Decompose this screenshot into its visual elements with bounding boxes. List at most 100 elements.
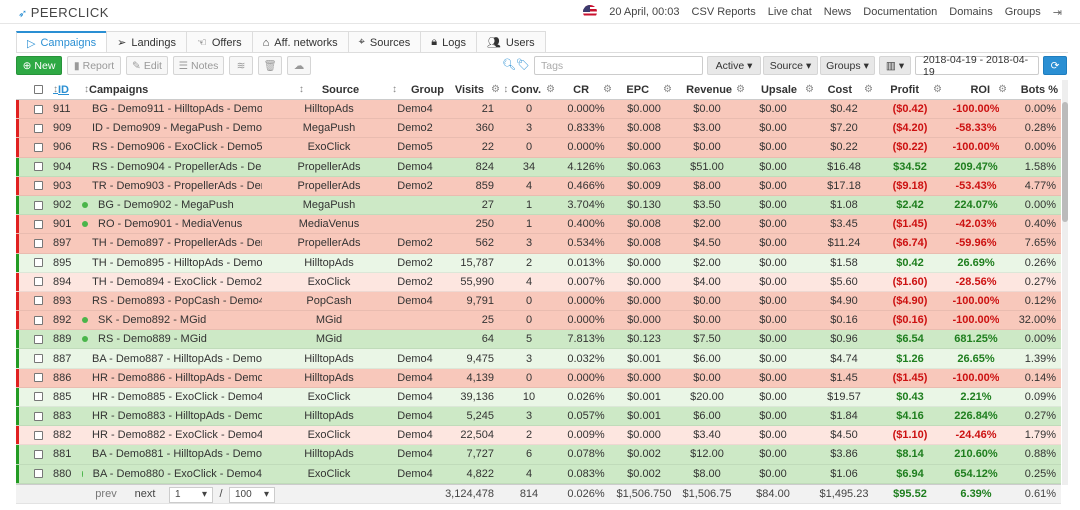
tags-input[interactable]: Tags: [534, 56, 703, 75]
gear-icon[interactable]: ⚙: [736, 84, 745, 95]
date-range-input[interactable]: 2018-04-19 - 2018-04-19: [915, 54, 1039, 78]
delete-button[interactable]: 🗑︎: [258, 56, 282, 75]
campaign-name[interactable]: RS - Demo889 - MGid: [82, 330, 262, 348]
col-group[interactable]: ↕ Group: [392, 83, 444, 96]
campaign-name[interactable]: BA - Demo881 - HilltopAds - Demo4: [92, 448, 262, 461]
gear-icon[interactable]: ⚙: [491, 84, 500, 95]
scrollbar-thumb[interactable]: [1062, 102, 1068, 222]
row-checkbox[interactable]: [32, 330, 44, 348]
col-cost[interactable]: Cost ⚙: [827, 83, 873, 96]
active-filter-dropdown[interactable]: Active ▾: [707, 56, 761, 75]
nav-csv-reports[interactable]: CSV Reports: [691, 6, 756, 18]
campaign-name[interactable]: TH - Demo895 - HilltopAds - Demo2: [92, 256, 262, 269]
nav-groups[interactable]: Groups: [1004, 6, 1041, 18]
new-button[interactable]: ⊕ New: [16, 56, 62, 75]
gear-icon[interactable]: ⚙: [998, 84, 1007, 95]
select-all-checkbox[interactable]: [32, 80, 44, 99]
nav-domains[interactable]: Domains: [949, 6, 993, 18]
col-bots[interactable]: Bots %: [1020, 83, 1058, 96]
tag-icon[interactable]: 🏷︎: [516, 59, 530, 71]
prev-page-link[interactable]: prev: [95, 487, 117, 500]
campaign-name[interactable]: BA - Demo887 - HilltopAds - Demo4: [92, 352, 262, 365]
next-page-link[interactable]: next: [134, 487, 156, 500]
campaign-name[interactable]: HR - Demo886 - HilltopAds - Demo4: [92, 371, 262, 384]
table-row[interactable]: 886 HR - Demo886 - HilltopAds - Demo4 Hill…: [16, 368, 1061, 388]
campaign-name[interactable]: BG - Demo911 - HilltopAds - Demo4: [92, 103, 262, 116]
tab-landings[interactable]: ➢ Landings: [106, 31, 187, 53]
row-checkbox[interactable]: [32, 292, 44, 310]
table-row[interactable]: 901 RO - Demo901 - MediaVenus MediaVenus 25…: [16, 215, 1061, 235]
table-row[interactable]: 880 BA - Demo880 - ExoClick - Demo4 ExoCli…: [16, 464, 1061, 484]
tab-campaigns[interactable]: ▷ Campaigns: [16, 31, 108, 53]
col-upsale[interactable]: Upsale ⚙: [760, 83, 814, 96]
col-epc[interactable]: EPC ⚙: [626, 83, 672, 96]
campaign-name[interactable]: ID - Demo909 - MegaPush - Demo2: [92, 122, 262, 135]
campaign-name[interactable]: BG - Demo902 - MegaPush: [82, 196, 262, 214]
row-checkbox[interactable]: [32, 100, 44, 118]
groups-filter-dropdown[interactable]: Groups ▾: [820, 56, 875, 75]
campaign-name[interactable]: SK - Demo892 - MGid: [82, 311, 262, 329]
nav-documentation[interactable]: Documentation: [863, 6, 938, 18]
col-profit[interactable]: Profit ⚙: [890, 83, 942, 96]
row-checkbox[interactable]: [32, 407, 44, 425]
tab-sources[interactable]: ⌖ Sources: [347, 31, 422, 53]
table-row[interactable]: 883 HR - Demo883 - HilltopAds - Demo4 Hill…: [16, 407, 1061, 427]
nav-news[interactable]: News: [823, 6, 852, 18]
row-checkbox[interactable]: [32, 138, 44, 156]
gear-icon[interactable]: ⚙: [805, 84, 814, 95]
campaign-name[interactable]: BA - Demo880 - ExoClick - Demo4: [82, 467, 262, 480]
table-row[interactable]: 887 BA - Demo887 - HilltopAds - Demo4 Hill…: [16, 349, 1061, 369]
gear-icon[interactable]: ⚙: [546, 84, 555, 95]
gear-icon[interactable]: ⚙: [933, 84, 942, 95]
upload-button[interactable]: ☁: [287, 56, 311, 75]
nav-live-chat[interactable]: Live chat: [767, 6, 812, 18]
col-id[interactable]: ↕ ID: [53, 83, 69, 96]
col-conv[interactable]: ↕ Conv. ⚙: [505, 83, 555, 96]
row-checkbox[interactable]: [32, 215, 44, 233]
logout-icon[interactable]: ⇥: [1052, 6, 1062, 19]
edit-button[interactable]: ✎ Edit: [126, 56, 168, 75]
table-row[interactable]: 903 TR - Demo903 - PropellerAds - Demo2 Pr…: [16, 176, 1061, 196]
table-row[interactable]: 894 TH - Demo894 - ExoClick - Demo2 ExoCli…: [16, 272, 1061, 292]
table-row[interactable]: 909 ID - Demo909 - MegaPush - Demo2 MegaPu…: [16, 119, 1061, 139]
search-icon[interactable]: 🔍︎: [502, 59, 516, 71]
source-filter-dropdown[interactable]: Source ▾: [763, 56, 818, 75]
table-row[interactable]: 911 BG - Demo911 - HilltopAds - Demo4 Hill…: [16, 100, 1061, 120]
gear-icon[interactable]: ⚙: [603, 84, 612, 95]
table-row[interactable]: 897 TH - Demo897 - PropellerAds - Demo2 Pr…: [16, 234, 1061, 254]
row-checkbox[interactable]: [32, 254, 44, 272]
table-scrollbar[interactable]: [1062, 80, 1068, 485]
columns-dropdown[interactable]: ▥ ▾: [879, 56, 911, 75]
page-select[interactable]: 1 ▾: [169, 486, 213, 503]
refresh-button[interactable]: ⟳: [1043, 56, 1067, 75]
col-campaigns[interactable]: ↕ Campaigns: [84, 83, 149, 96]
report-button[interactable]: ▮ Report: [67, 56, 121, 75]
stack-button[interactable]: ≋: [229, 56, 253, 75]
row-checkbox[interactable]: [32, 349, 44, 367]
row-checkbox[interactable]: [32, 273, 44, 291]
campaign-name[interactable]: RS - Demo904 - PropellerAds - Demo4: [92, 160, 262, 173]
campaign-name[interactable]: RS - Demo906 - ExoClick - Demo5: [92, 141, 262, 154]
row-checkbox[interactable]: [32, 465, 44, 483]
tab-offers[interactable]: ☜ Offers: [185, 31, 253, 53]
col-revenue[interactable]: Revenue ⚙: [686, 83, 745, 96]
campaign-name[interactable]: TH - Demo894 - ExoClick - Demo2: [82, 275, 262, 288]
col-cr[interactable]: CR ⚙: [573, 83, 612, 96]
row-checkbox[interactable]: [32, 119, 44, 137]
row-checkbox[interactable]: [32, 426, 44, 444]
table-row[interactable]: 895 TH - Demo895 - HilltopAds - Demo2 Hill…: [16, 253, 1061, 273]
table-row[interactable]: 906 RS - Demo906 - ExoClick - Demo5 ExoCli…: [16, 138, 1061, 158]
campaign-name[interactable]: TH - Demo897 - PropellerAds - Demo2: [92, 237, 262, 250]
per-page-select[interactable]: 100 ▾: [229, 486, 275, 503]
table-row[interactable]: 885 HR - Demo885 - ExoClick - Demo4 ExoCli…: [16, 387, 1061, 407]
tab-users[interactable]: 👥︎ Users: [475, 31, 546, 53]
campaign-name[interactable]: RS - Demo893 - PopCash - Demo4: [92, 294, 262, 307]
row-checkbox[interactable]: [32, 177, 44, 195]
campaign-name[interactable]: TR - Demo903 - PropellerAds - Demo2: [92, 179, 262, 192]
notes-button[interactable]: ☰ Notes: [173, 56, 224, 75]
table-row[interactable]: 881 BA - Demo881 - HilltopAds - Demo4 Hill…: [16, 445, 1061, 465]
campaign-name[interactable]: RO - Demo901 - MediaVenus: [82, 215, 262, 233]
brand-logo[interactable]: ➶ PEERCLICK: [18, 5, 109, 20]
table-row[interactable]: 904 RS - Demo904 - PropellerAds - Demo4 Pr…: [16, 157, 1061, 177]
campaign-name[interactable]: HR - Demo883 - HilltopAds - Demo4: [92, 410, 262, 423]
